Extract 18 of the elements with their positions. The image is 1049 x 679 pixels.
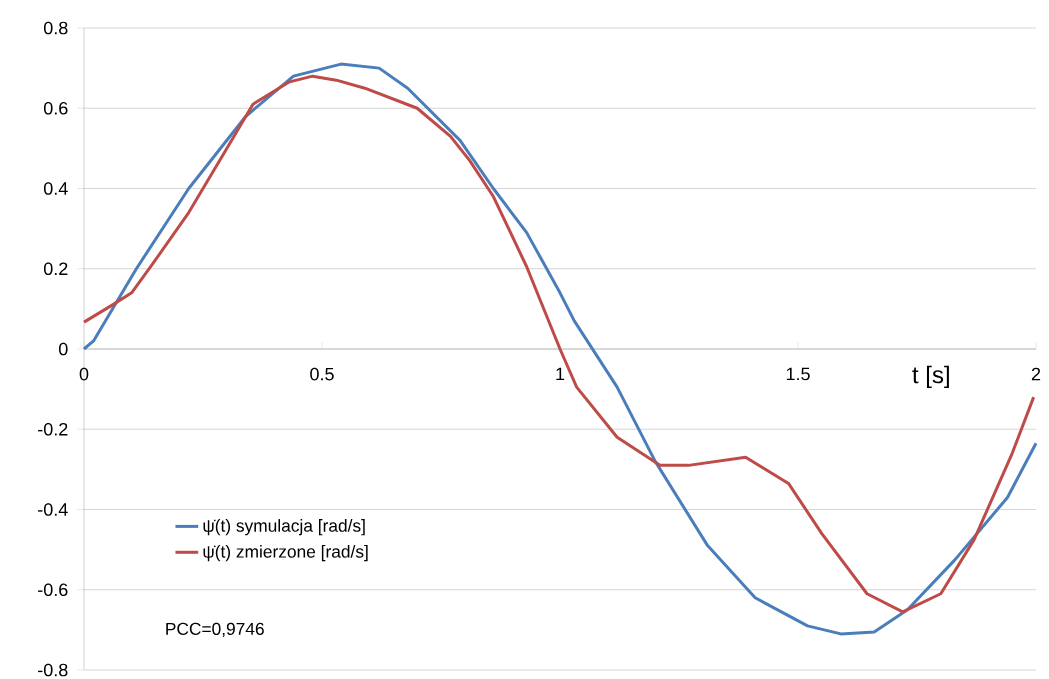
annotation: PCC=0,9746 — [166, 622, 264, 638]
y-tick-label: 0.6 — [43, 101, 68, 115]
x-tick-label: 1.5 — [786, 367, 810, 381]
x-tick-label: 1 — [556, 367, 565, 381]
x-tick-label: 0.5 — [310, 367, 334, 381]
y-tick-label: -0.8 — [38, 663, 68, 677]
y-tick-label: 0 — [58, 342, 68, 356]
legend-label: ψ̇(t) symulacja [rad/s] — [203, 519, 365, 536]
y-tick-label: -0.2 — [38, 422, 68, 436]
x-tick-label: 2 — [1031, 367, 1041, 381]
x-tick-label: 0 — [79, 367, 89, 381]
y-tick-label: -0.4 — [38, 503, 68, 516]
x-axis-title: t [s] — [912, 365, 949, 389]
y-tick-label: -0.6 — [38, 583, 68, 597]
y-tick-label: 0.4 — [43, 182, 68, 195]
legend-label: ψ̇(t) zmierzone [rad/s] — [203, 545, 368, 562]
y-tick-label: 0.2 — [43, 262, 68, 276]
y-tick-label: 0.8 — [43, 21, 68, 35]
